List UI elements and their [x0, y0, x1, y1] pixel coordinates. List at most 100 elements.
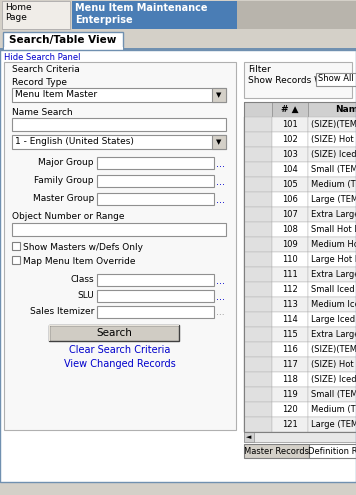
- Text: ...: ...: [216, 177, 225, 187]
- Bar: [272, 147, 308, 162]
- Text: 114: 114: [282, 315, 298, 324]
- Bar: [244, 222, 272, 237]
- Bar: [237, 1, 356, 29]
- Text: 118: 118: [282, 375, 298, 384]
- Bar: [308, 402, 356, 417]
- Text: # ▲: # ▲: [281, 105, 299, 114]
- Bar: [72, 1, 237, 29]
- Bar: [308, 387, 356, 402]
- Text: 109: 109: [282, 240, 298, 249]
- Text: SLU: SLU: [77, 291, 94, 300]
- Text: 117: 117: [282, 360, 298, 369]
- Text: 113: 113: [282, 300, 298, 309]
- Bar: [308, 117, 356, 132]
- Text: (SIZE) Hot Drink: (SIZE) Hot Drink: [311, 135, 356, 144]
- Bar: [272, 222, 308, 237]
- Bar: [308, 342, 356, 357]
- Text: ...: ...: [216, 308, 225, 317]
- Bar: [244, 267, 272, 282]
- Bar: [244, 147, 272, 162]
- Bar: [244, 402, 272, 417]
- Text: Large (TEMP) Drink: Large (TEMP) Drink: [311, 195, 356, 204]
- Bar: [244, 444, 309, 458]
- Bar: [272, 417, 308, 432]
- Bar: [212, 135, 226, 149]
- Bar: [12, 256, 20, 264]
- Bar: [272, 402, 308, 417]
- Bar: [272, 252, 308, 267]
- Bar: [0, 0, 356, 30]
- Text: Search Criteria: Search Criteria: [12, 65, 80, 74]
- Bar: [3, 32, 123, 49]
- Bar: [244, 62, 352, 98]
- Bar: [308, 207, 356, 222]
- Bar: [12, 118, 226, 131]
- Bar: [308, 102, 356, 117]
- Bar: [272, 357, 308, 372]
- Text: Menu Item Master: Menu Item Master: [15, 90, 97, 99]
- Bar: [272, 117, 308, 132]
- Text: View Changed Records: View Changed Records: [64, 359, 176, 369]
- Text: Medium Hot Drink: Medium Hot Drink: [311, 240, 356, 249]
- Text: 102: 102: [282, 135, 298, 144]
- Text: Filter: Filter: [248, 65, 271, 74]
- Bar: [272, 327, 308, 342]
- Bar: [308, 312, 356, 327]
- Bar: [244, 342, 272, 357]
- Bar: [244, 372, 272, 387]
- Text: Small (TEMP) Drink: Small (TEMP) Drink: [311, 165, 356, 174]
- Bar: [244, 132, 272, 147]
- Text: Home
Page: Home Page: [5, 3, 32, 22]
- Text: Menu Item Maintenance
Enterprise: Menu Item Maintenance Enterprise: [75, 3, 208, 25]
- Bar: [308, 177, 356, 192]
- Bar: [272, 387, 308, 402]
- Bar: [244, 192, 272, 207]
- Bar: [272, 207, 308, 222]
- Text: 1 - English (United States): 1 - English (United States): [15, 137, 134, 146]
- Text: 111: 111: [282, 270, 298, 279]
- Text: Map Menu Item Override: Map Menu Item Override: [23, 257, 136, 266]
- Bar: [244, 252, 272, 267]
- Text: 108: 108: [282, 225, 298, 234]
- Bar: [308, 417, 356, 432]
- Text: 120: 120: [282, 405, 298, 414]
- Bar: [308, 252, 356, 267]
- Bar: [272, 102, 308, 117]
- Bar: [309, 444, 356, 458]
- Text: Class: Class: [70, 275, 94, 284]
- Bar: [272, 237, 308, 252]
- Bar: [272, 267, 308, 282]
- Bar: [4, 62, 236, 430]
- Text: Family Group: Family Group: [35, 176, 94, 185]
- Bar: [244, 237, 272, 252]
- Bar: [272, 132, 308, 147]
- Bar: [97, 157, 214, 169]
- Bar: [308, 357, 356, 372]
- Bar: [308, 327, 356, 342]
- Text: Sales Itemizer: Sales Itemizer: [30, 307, 94, 316]
- Text: Master Records: Master Records: [244, 447, 309, 456]
- Bar: [272, 342, 308, 357]
- Bar: [308, 162, 356, 177]
- Text: ...: ...: [216, 195, 225, 205]
- Bar: [244, 162, 272, 177]
- Text: Show Records Where: Show Records Where: [248, 76, 344, 85]
- Bar: [244, 282, 272, 297]
- Bar: [244, 177, 272, 192]
- Text: 103: 103: [282, 150, 298, 159]
- Bar: [97, 274, 214, 286]
- Bar: [0, 50, 356, 482]
- Text: 105: 105: [282, 180, 298, 189]
- Bar: [272, 192, 308, 207]
- Bar: [244, 327, 272, 342]
- Text: 116: 116: [282, 345, 298, 354]
- Text: ▼: ▼: [216, 139, 222, 145]
- Bar: [0, 50, 356, 482]
- Bar: [0, 30, 356, 48]
- Bar: [308, 267, 356, 282]
- Bar: [308, 147, 356, 162]
- Text: ◄: ◄: [246, 434, 251, 440]
- Bar: [12, 242, 20, 250]
- Bar: [244, 432, 254, 442]
- Text: Object Number or Range: Object Number or Range: [12, 212, 125, 221]
